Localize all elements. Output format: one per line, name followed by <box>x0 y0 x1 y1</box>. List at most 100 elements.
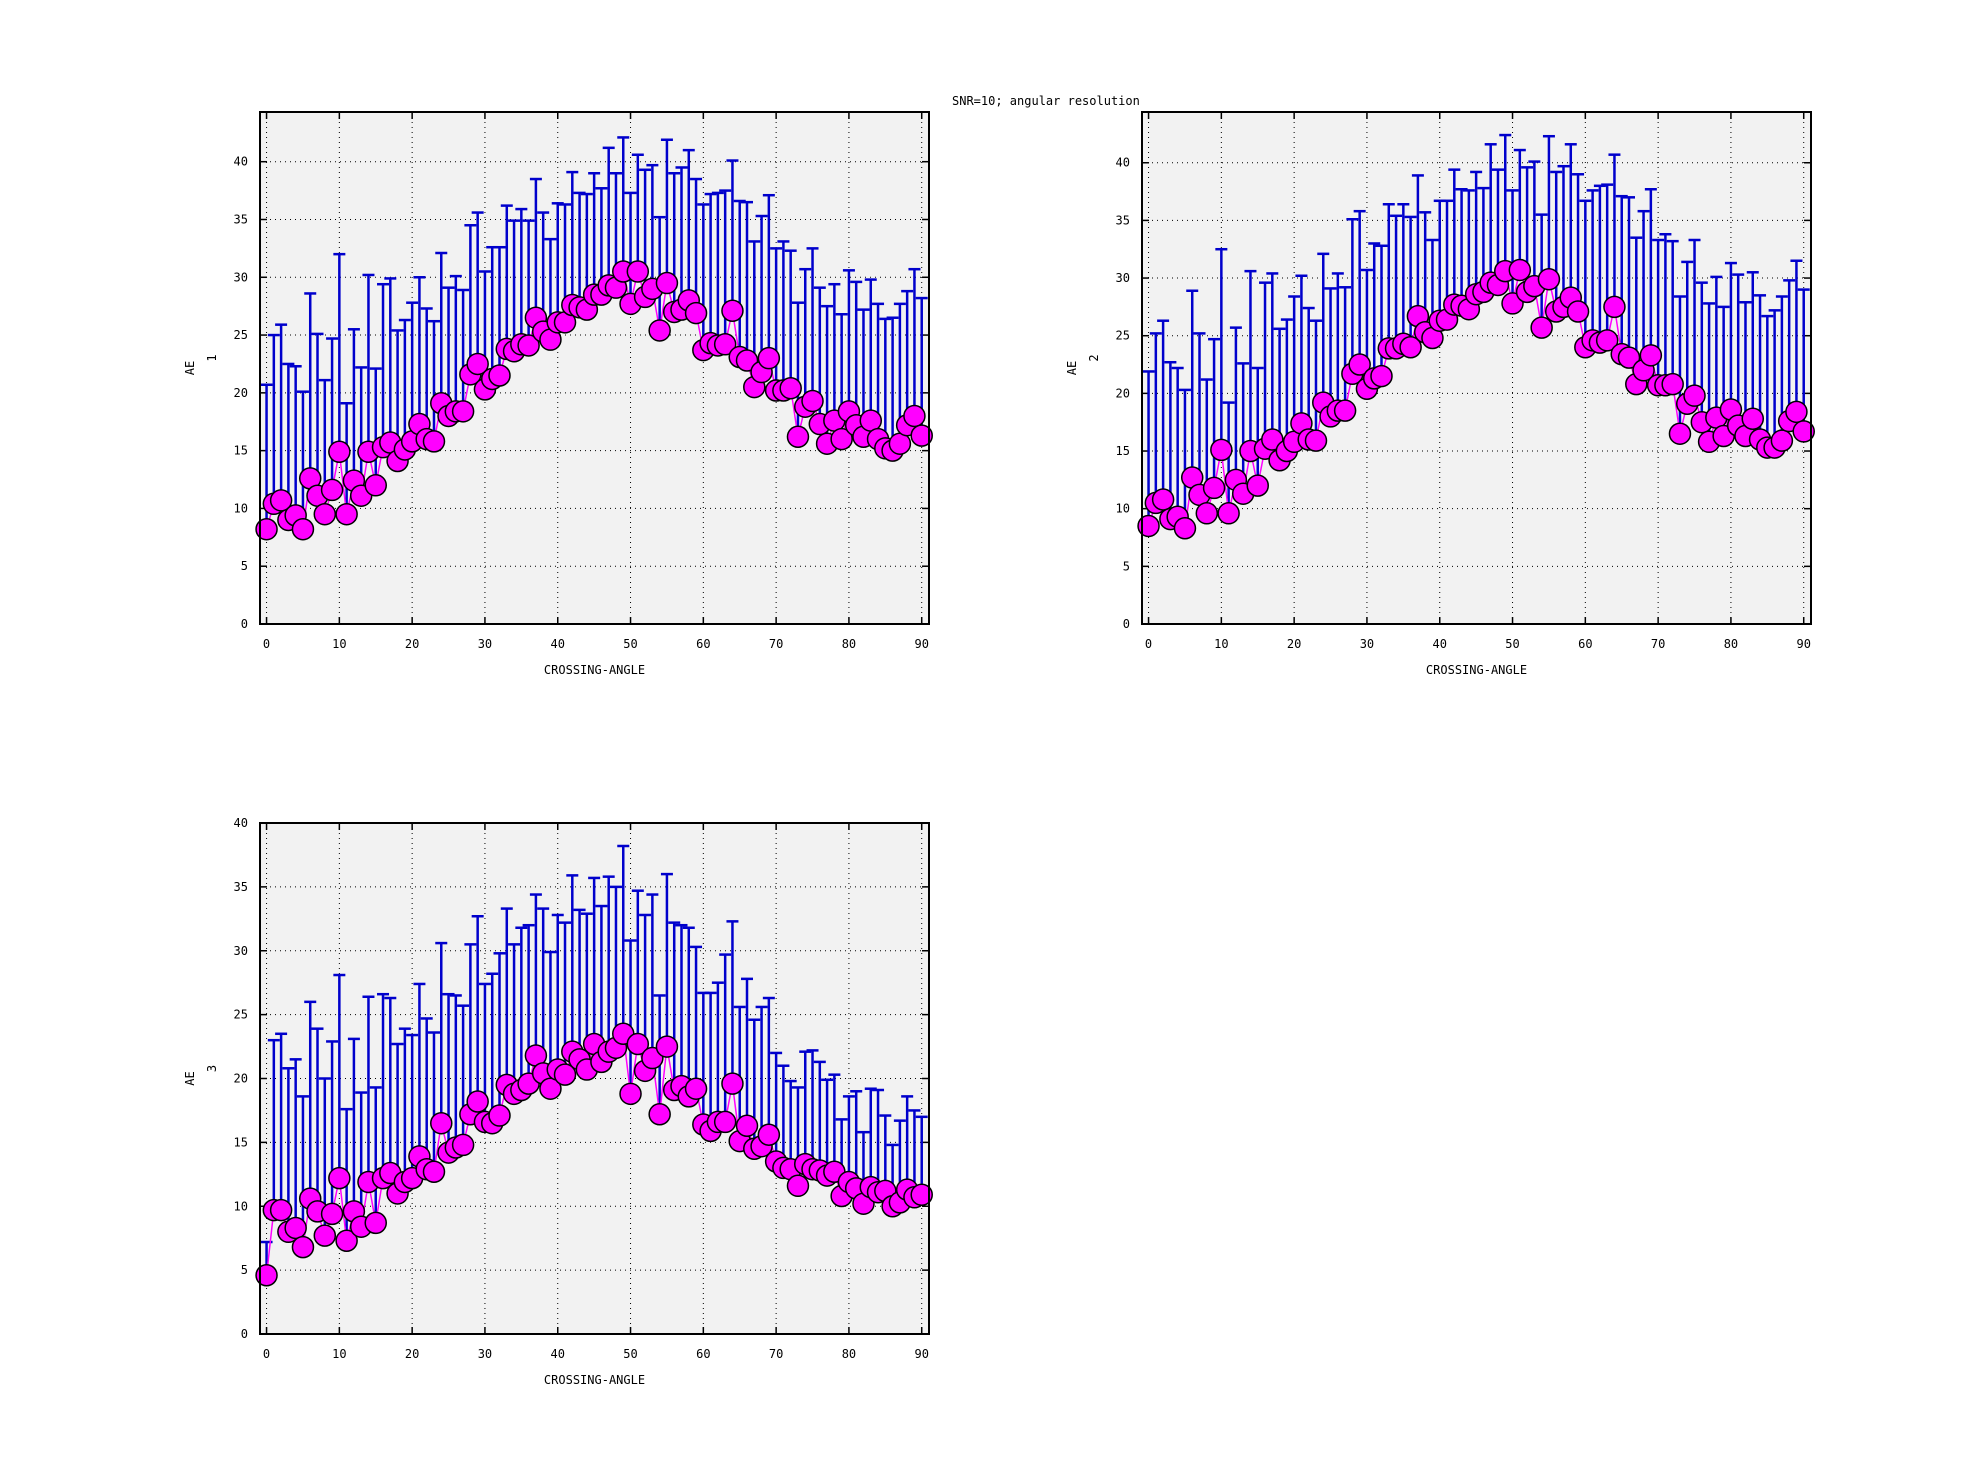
data-point <box>619 1082 642 1106</box>
data-point <box>626 1032 650 1056</box>
data-point <box>1333 399 1357 422</box>
data-point <box>735 1114 759 1138</box>
data-point <box>430 1111 453 1135</box>
x-tick-label: 50 <box>623 1347 637 1361</box>
data-point <box>313 1224 337 1247</box>
data-point <box>655 271 679 295</box>
y-tick-label: 10 <box>1116 502 1130 516</box>
data-point <box>1246 474 1269 497</box>
x-tick-label: 40 <box>551 1347 565 1361</box>
data-point <box>1137 514 1160 538</box>
x-tick-label: 60 <box>696 637 710 651</box>
data-point <box>786 1174 810 1198</box>
data-point <box>1639 344 1663 367</box>
y-tick-label: 15 <box>234 444 248 458</box>
y-tick-label: 20 <box>234 1072 248 1086</box>
x-axis-label: CROSSING-ANGLE <box>1426 663 1527 677</box>
x-tick-label: 60 <box>696 1347 710 1361</box>
x-tick-label: 20 <box>405 637 419 651</box>
data-point <box>1202 476 1226 500</box>
data-point <box>655 1035 679 1058</box>
data-point <box>1151 488 1175 511</box>
y-tick-label: 0 <box>241 1327 248 1341</box>
data-point <box>255 517 278 541</box>
data-point <box>255 1263 278 1287</box>
data-point <box>451 1133 475 1157</box>
data-point <box>1217 502 1240 525</box>
x-tick-label: 10 <box>1214 637 1228 651</box>
data-point <box>1370 364 1393 388</box>
data-point <box>284 1216 307 1240</box>
data-point <box>269 1198 293 1222</box>
y-tick-label: 35 <box>1116 213 1130 227</box>
y-tick-label: 25 <box>234 328 248 342</box>
x-tick-label: 70 <box>769 1347 783 1361</box>
data-point <box>830 427 853 451</box>
chart-panel-1: 0 10 20 30 40 50 60 70 80 90 0 5 10 15 20 25 30 35 40 CROSS… <box>183 111 933 677</box>
data-point <box>910 424 933 447</box>
x-axis-label: CROSSING-ANGLE <box>544 663 645 677</box>
data-point <box>313 502 337 526</box>
data-point <box>1566 300 1590 323</box>
y-tick-label: 30 <box>234 944 248 958</box>
data-point <box>757 346 781 370</box>
data-point <box>269 489 293 512</box>
y-tick-label: 10 <box>234 501 248 515</box>
y-tick-label: 30 <box>234 270 248 284</box>
data-point <box>291 517 315 541</box>
data-point <box>364 1211 387 1235</box>
data-point <box>1304 429 1328 452</box>
data-point <box>1741 407 1765 430</box>
data-point <box>1595 329 1619 352</box>
data-point <box>1785 400 1808 424</box>
y-tick-label: 20 <box>1116 386 1130 400</box>
data-point <box>779 376 802 400</box>
data-point <box>684 301 708 325</box>
data-point <box>684 1077 708 1100</box>
data-point <box>1173 517 1197 540</box>
data-point <box>451 400 475 423</box>
y-tick-label: 10 <box>234 1199 248 1213</box>
x-axis-label: CROSSING-ANGLE <box>544 1373 645 1387</box>
plot-frame <box>259 822 930 1335</box>
data-point <box>626 260 650 283</box>
x-tick-label: 50 <box>623 637 637 651</box>
plot-frame <box>1141 111 1812 625</box>
data-point <box>757 1123 781 1146</box>
x-tick-label: 70 <box>1651 637 1665 651</box>
x-tick-label: 90 <box>914 1347 928 1361</box>
data-point <box>539 1077 562 1100</box>
data-point <box>648 319 671 342</box>
data-point <box>488 1104 511 1127</box>
data-point <box>553 1063 577 1086</box>
y-tick-label: 0 <box>1123 617 1130 631</box>
data-point <box>466 1090 489 1113</box>
data-point <box>466 352 489 376</box>
y-tick-label: 15 <box>234 1135 248 1149</box>
y-tick-label: 20 <box>234 386 248 400</box>
y-tick-label: 25 <box>1116 329 1130 343</box>
x-tick-label: 60 <box>1578 637 1592 651</box>
chart-panel-2: 0 10 20 30 40 50 60 70 80 90 0 5 10 15 20 25 30 35 40 CROSS… <box>1065 111 1815 677</box>
x-tick-label: 0 <box>263 637 270 651</box>
data-point <box>1603 295 1626 319</box>
x-tick-label: 0 <box>263 1347 270 1361</box>
y-axis-label: AE <box>1065 361 1079 375</box>
data-point <box>320 478 344 502</box>
data-point <box>903 404 926 428</box>
y-tick-label: 25 <box>234 1008 248 1022</box>
x-tick-label: 40 <box>551 637 565 651</box>
data-point <box>1668 422 1692 445</box>
x-tick-label: 20 <box>1287 637 1301 651</box>
x-tick-label: 70 <box>769 637 783 651</box>
y-axis-label-index: 3 <box>205 1065 219 1072</box>
y-axis-label: AE <box>183 1071 197 1085</box>
data-point <box>422 1160 446 1184</box>
data-point <box>517 334 540 357</box>
y-tick-label: 5 <box>1123 559 1130 573</box>
data-point <box>1195 502 1219 525</box>
y-tick-label: 40 <box>1116 156 1130 170</box>
data-point <box>1792 420 1815 443</box>
data-point <box>328 1166 351 1190</box>
